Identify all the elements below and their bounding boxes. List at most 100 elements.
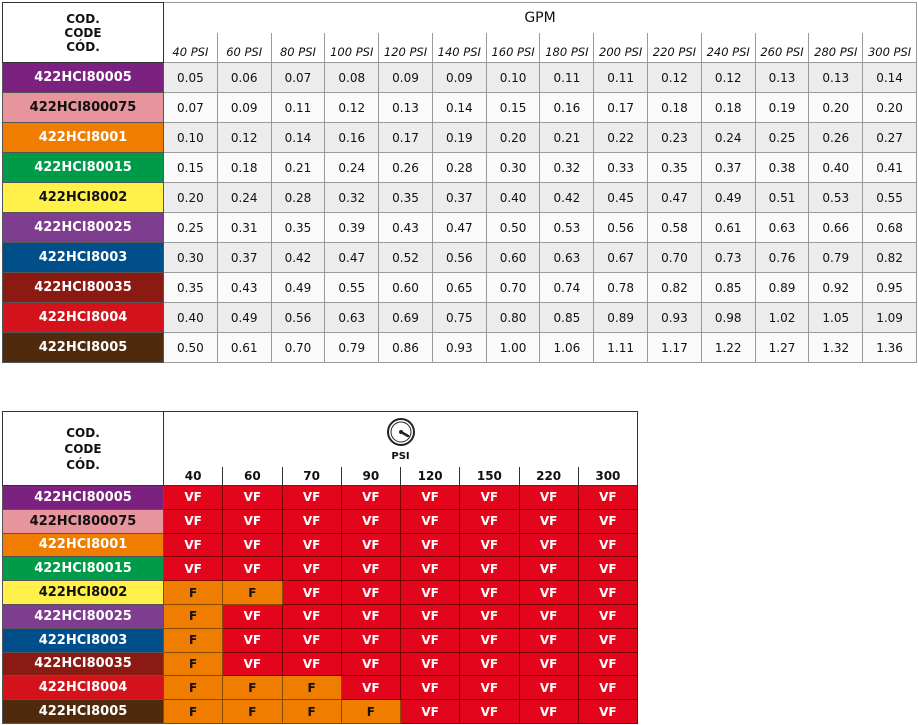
gpm-pressure-header: 160 PSI [485,33,541,63]
table-row: 422HCI8005 0.50 0.61 0.70 0.79 0.86 0.93 1.00 1.… [2,332,917,363]
flow-rate-cell: 0.07 [163,92,218,123]
flow-rate-cell: 0.30 [163,242,218,273]
nozzle-code: 422HCI8004 [2,675,164,701]
flow-rate-cell: 0.53 [539,212,595,243]
flow-rate-cell: 0.10 [163,122,218,153]
flow-rate-cell: 0.42 [539,182,595,213]
flow-rate-cell: 0.09 [216,92,272,123]
nozzle-code: 422HCI80035 [2,272,164,303]
flow-rate-cell: 0.53 [808,182,864,213]
nozzle-code: 422HCI800075 [2,92,164,123]
droplet-size-cell: VF [518,485,579,510]
flow-rate-cell: 0.67 [593,242,649,273]
gpm-table: COD. CODE CÓD. GPM 40 PSI 60 PSI 80 PSI 100… [2,2,917,363]
droplet-size-cell: VF [340,603,402,629]
flow-rate-cell: 0.19 [754,92,810,123]
droplet-size-cell: VF [577,556,639,582]
flow-rate-cell: 0.63 [324,302,380,333]
flow-rate-cell: 0.82 [647,272,702,303]
droplet-size-cell: F [162,651,224,677]
nozzle-code: 422HCI80035 [2,651,164,677]
flow-rate-cell: 0.61 [216,332,272,363]
flow-rate-cell: 0.32 [539,152,595,183]
droplet-pressure-header: 40 [162,467,223,486]
nozzle-code: 422HCI80025 [2,212,164,243]
droplet-pressure-header: 70 [281,467,342,486]
droplet-size-cell: VF [281,603,342,629]
droplet-size-cell: F [222,699,283,724]
table-row: 422HCI80015 0.15 0.18 0.21 0.24 0.26 0.28 0.30 0… [2,152,917,183]
flow-rate-cell: 0.79 [324,332,380,363]
droplet-size-cell: VF [518,580,579,605]
droplet-size-cell: VF [399,485,461,510]
gpm-pressure-header: 100 PSI [324,33,380,63]
flow-rate-cell: 0.21 [270,152,326,183]
droplet-size-cell: VF [459,580,520,605]
flow-rate-cell: 0.20 [163,182,218,213]
flow-rate-cell: 0.70 [647,242,702,273]
droplet-size-cell: VF [399,508,461,534]
droplet-size-cell: VF [399,675,461,701]
flow-rate-cell: 0.42 [270,242,326,273]
nozzle-code: 422HCI80015 [2,152,164,183]
flow-rate-cell: 0.22 [593,122,649,153]
table-row: 422HCI8003 F VF VF VF VF VF VF VF [2,627,639,653]
flow-rate-cell: 1.17 [647,332,702,363]
flow-rate-cell: 0.28 [431,152,487,183]
droplet-size-cell: VF [399,580,461,605]
droplet-size-cell: VF [399,699,461,724]
droplet-pressure-header: 150 [459,467,519,486]
flow-rate-cell: 0.26 [378,152,433,183]
flow-rate-cell: 0.49 [270,272,326,303]
droplet-size-cell: VF [577,532,639,558]
flow-rate-cell: 1.02 [754,302,810,333]
droplet-size-cell: VF [577,508,639,534]
flow-rate-cell: 0.37 [431,182,487,213]
flow-rate-cell: 0.73 [700,242,756,273]
gpm-pressure-header: 140 PSI [431,33,487,63]
droplet-size-cell: VF [340,556,402,582]
table-row: 422HCI80005 VF VF VF VF VF VF VF VF [2,485,639,510]
table-row: 422HCI80035 0.35 0.43 0.49 0.55 0.60 0.65 0.70 0… [2,272,917,303]
flow-rate-cell: 0.30 [485,152,541,183]
droplet-size-cell: VF [518,627,579,653]
flow-rate-cell: 0.80 [485,302,541,333]
droplet-size-cell: VF [399,603,461,629]
droplet-size-cell: VF [577,603,639,629]
flow-rate-cell: 0.25 [163,212,218,243]
gpm-pressure-header-row: 40 PSI 60 PSI 80 PSI 100 PSI 120 PSI 140 PSI 1… [3,33,917,63]
flow-rate-cell: 0.17 [378,122,433,153]
table-row: 422HCI80005 0.05 0.06 0.07 0.08 0.09 0.09 0.10 0… [2,62,917,93]
droplet-size-cell: VF [577,627,639,653]
table-row: 422HCI8004 F F F VF VF VF VF VF [2,675,639,701]
droplet-size-cell: VF [459,675,520,701]
flow-rate-cell: 0.14 [270,122,326,153]
droplet-size-cell: VF [340,627,402,653]
flow-rate-cell: 0.28 [270,182,326,213]
flow-rate-cell: 0.14 [862,62,917,93]
droplet-size-cell: VF [281,627,342,653]
flow-rate-cell: 0.11 [593,62,649,93]
table-row: 422HCI8004 0.40 0.49 0.56 0.63 0.69 0.75 0.80 0.… [2,302,917,333]
flow-rate-cell: 0.50 [163,332,218,363]
nozzle-code: 422HCI80005 [2,62,164,93]
droplet-size-cell: VF [399,651,461,677]
droplet-size-cell: VF [340,580,402,605]
flow-rate-cell: 0.12 [647,62,702,93]
droplet-size-cell: VF [518,508,579,534]
droplet-pressure-header: 60 [222,467,282,486]
flow-rate-cell: 0.24 [700,122,756,153]
flow-rate-cell: 0.61 [700,212,756,243]
droplet-size-cell: VF [340,532,402,558]
gpm-pressure-header: 240 PSI [700,33,756,63]
gpm-pressure-header: 280 PSI [808,33,864,63]
flow-rate-cell: 1.32 [808,332,864,363]
flow-rate-cell: 0.21 [539,122,595,153]
droplet-pressure-header: 90 [340,467,401,486]
flow-rate-cell: 1.22 [700,332,756,363]
gpm-pressure-header: 60 PSI [216,33,272,63]
nozzle-code: 422HCI80015 [2,556,164,582]
flow-rate-cell: 0.09 [378,62,433,93]
nozzle-code: 422HCI800075 [2,508,164,534]
droplet-size-cell: VF [459,485,520,510]
